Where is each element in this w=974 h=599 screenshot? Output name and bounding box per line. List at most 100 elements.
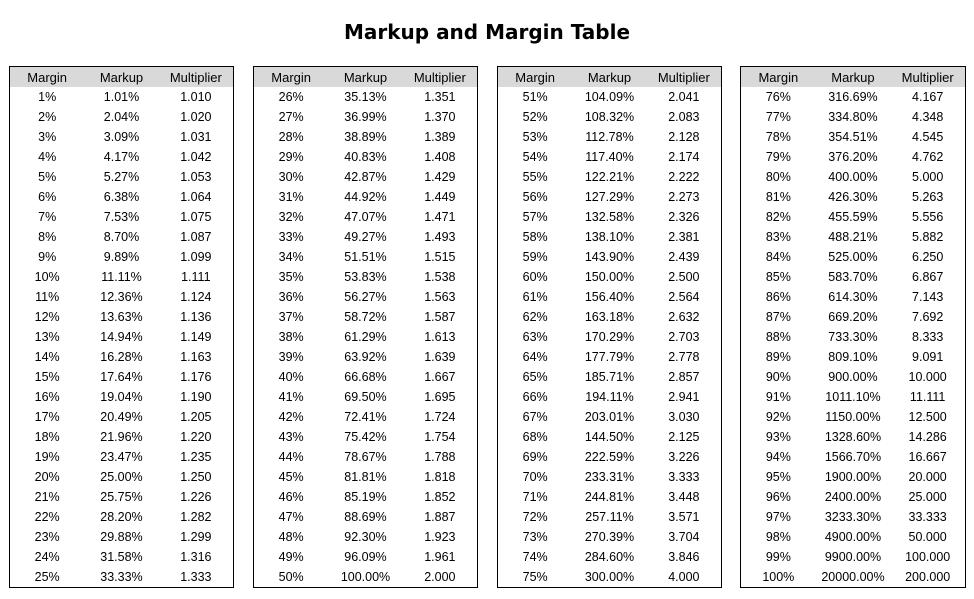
multiplier-cell: 1.282 — [180, 510, 212, 524]
margin-cell: 99% — [765, 550, 791, 564]
markup-cell: 316.69% — [828, 90, 878, 104]
margin-cell: 29% — [278, 150, 304, 164]
markup-cell: 44.92% — [344, 190, 387, 204]
table-row: 26% 35.13% 1.351 — [254, 87, 477, 107]
table-row: 40% 66.68% 1.667 — [254, 367, 477, 387]
markup-cell: 28.20% — [100, 510, 143, 524]
markup-cell: 7.53% — [103, 210, 140, 224]
table-row: 98% 4900.00% 50.000 — [741, 527, 965, 547]
table-row: 43% 75.42% 1.754 — [254, 427, 477, 447]
markup-cell: 809.10% — [828, 350, 878, 364]
margin-cell: 98% — [765, 530, 791, 544]
column-header-multiplier: Multiplier — [402, 67, 477, 87]
table-row: 38% 61.29% 1.613 — [254, 327, 477, 347]
margin-cell: 81% — [765, 190, 791, 204]
multiplier-cell: 2.083 — [668, 110, 700, 124]
table-row: 8% 8.70% 1.087 — [10, 227, 233, 247]
markup-cell: 144.50% — [584, 430, 635, 444]
table-row: 53% 112.78% 2.128 — [498, 127, 721, 147]
table-row: 70% 233.31% 3.333 — [498, 467, 721, 487]
margin-cell: 18% — [34, 430, 60, 444]
markup-cell: 143.90% — [584, 250, 635, 264]
markup-cell: 177.79% — [584, 350, 635, 364]
multiplier-cell: 1.220 — [180, 430, 212, 444]
markup-cell: 244.81% — [584, 490, 635, 504]
multiplier-cell: 11.111 — [909, 390, 946, 404]
multiplier-cell: 1.852 — [424, 490, 456, 504]
multiplier-cell: 1.176 — [180, 370, 212, 384]
markup-cell: 51.51% — [344, 250, 387, 264]
table-row: 59% 143.90% 2.439 — [498, 247, 721, 267]
multiplier-cell: 2.500 — [668, 270, 700, 284]
multiplier-cell: 1.124 — [180, 290, 212, 304]
margin-cell: 15% — [34, 370, 60, 384]
markup-cell: 40.83% — [344, 150, 387, 164]
markup-cell: 376.20% — [828, 150, 878, 164]
margin-cell: 97% — [765, 510, 791, 524]
markup-cell: 88.69% — [344, 510, 387, 524]
markup-cell: 1566.70% — [824, 450, 882, 464]
markup-cell: 233.31% — [584, 470, 635, 484]
multiplier-cell: 1.163 — [180, 350, 212, 364]
table-row: 25% 33.33% 1.333 — [10, 567, 233, 587]
table-row: 74% 284.60% 3.846 — [498, 547, 721, 567]
table-row: 24% 31.58% 1.316 — [10, 547, 233, 567]
table-row: 82% 455.59% 5.556 — [741, 207, 965, 227]
table-row: 83% 488.21% 5.882 — [741, 227, 965, 247]
column-header-multiplier: Multiplier — [158, 67, 233, 87]
markup-cell: 66.68% — [344, 370, 387, 384]
markup-cell: 4.17% — [103, 150, 140, 164]
multiplier-cell: 1.053 — [180, 170, 212, 184]
markup-cell: 300.00% — [584, 570, 635, 584]
markup-cell: 13.63% — [100, 310, 143, 324]
margin-cell: 54% — [522, 150, 548, 164]
table-row: 28% 38.89% 1.389 — [254, 127, 477, 147]
margin-cell: 49% — [278, 550, 304, 564]
table-row: 20% 25.00% 1.250 — [10, 467, 233, 487]
margin-cell: 28% — [278, 130, 304, 144]
table-row: 48% 92.30% 1.923 — [254, 527, 477, 547]
multiplier-cell: 4.167 — [912, 90, 944, 104]
multiplier-cell: 1.389 — [424, 130, 456, 144]
margin-cell: 47% — [278, 510, 304, 524]
column-header-margin: Margin — [254, 67, 329, 87]
table-row: 9% 9.89% 1.099 — [10, 247, 233, 267]
markup-cell: 185.71% — [584, 370, 635, 384]
table-row: 4% 4.17% 1.042 — [10, 147, 233, 167]
margin-cell: 10% — [34, 270, 60, 284]
margin-cell: 26% — [278, 90, 304, 104]
table-row: 78% 354.51% 4.545 — [741, 127, 965, 147]
table-row: 19% 23.47% 1.235 — [10, 447, 233, 467]
table-row: 47% 88.69% 1.887 — [254, 507, 477, 527]
multiplier-cell: 1.205 — [180, 410, 212, 424]
markup-cell: 5.27% — [103, 170, 140, 184]
markup-table-2: Margin Markup Multiplier 26% 35.13% 1.351 27% 3… — [253, 66, 478, 588]
table-row: 16% 19.04% 1.190 — [10, 387, 233, 407]
multiplier-cell: 1.515 — [424, 250, 456, 264]
multiplier-cell: 2.381 — [668, 230, 700, 244]
margin-cell: 66% — [522, 390, 548, 404]
multiplier-cell: 1.190 — [180, 390, 212, 404]
markup-cell: 31.58% — [100, 550, 143, 564]
margin-cell: 24% — [34, 550, 60, 564]
margin-cell: 44% — [278, 450, 304, 464]
multiplier-cell: 9.091 — [912, 350, 944, 364]
table-row: 67% 203.01% 3.030 — [498, 407, 721, 427]
margin-cell: 3% — [38, 130, 57, 144]
margin-cell: 85% — [765, 270, 791, 284]
margin-cell: 57% — [522, 210, 548, 224]
margin-cell: 9% — [38, 250, 57, 264]
multiplier-cell: 1.639 — [424, 350, 456, 364]
multiplier-cell: 1.064 — [180, 190, 212, 204]
margin-cell: 96% — [765, 490, 791, 504]
multiplier-cell: 6.867 — [912, 270, 944, 284]
markup-cell: 56.27% — [344, 290, 387, 304]
multiplier-cell: 3.030 — [668, 410, 700, 424]
margin-cell: 41% — [278, 390, 304, 404]
table-row: 32% 47.07% 1.471 — [254, 207, 477, 227]
multiplier-cell: 5.882 — [912, 230, 944, 244]
header-row: Margin Markup Multiplier — [254, 67, 477, 87]
table-row: 97% 3233.30% 33.333 — [741, 507, 965, 527]
margin-cell: 91% — [765, 390, 791, 404]
markup-cell: 112.78% — [585, 130, 634, 144]
